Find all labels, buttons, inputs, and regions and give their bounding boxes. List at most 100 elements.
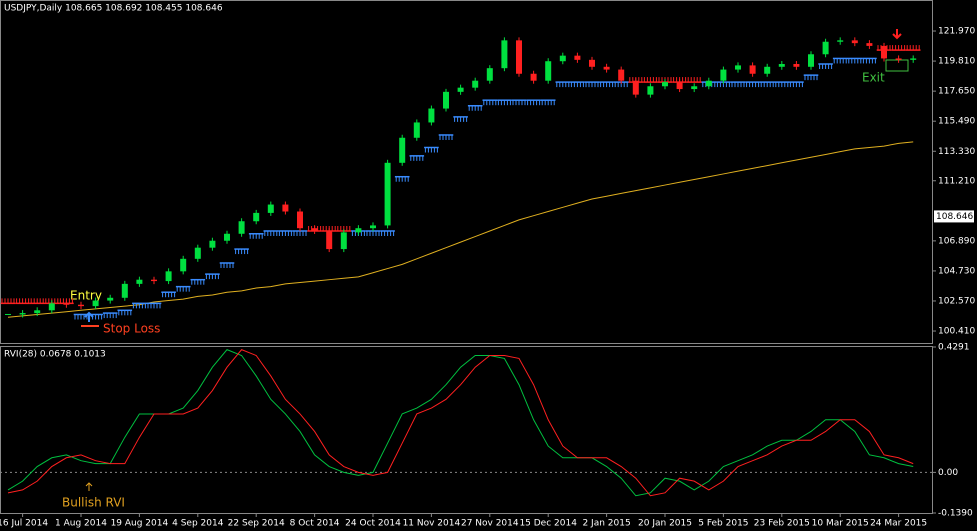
candle bbox=[501, 40, 508, 69]
y-tick-label: 0.4291 bbox=[938, 343, 970, 353]
candle bbox=[165, 271, 172, 282]
x-tick-label: 23 Feb 2015 bbox=[754, 519, 810, 529]
sell-arrow bbox=[892, 29, 902, 40]
x-tick-label: 4 Sep 2014 bbox=[172, 519, 224, 529]
header: USDJPY,Daily 108.665 108.692 108.455 108… bbox=[4, 4, 223, 14]
candle bbox=[764, 66, 771, 74]
candle bbox=[34, 310, 41, 314]
candle bbox=[121, 283, 128, 298]
candle bbox=[326, 230, 333, 250]
x-tick-label: 1 Aug 2014 bbox=[55, 519, 107, 529]
candle bbox=[457, 87, 464, 92]
x-tick-label: 15 Dec 2014 bbox=[519, 519, 577, 529]
x-tick-label: 22 Sep 2014 bbox=[228, 519, 285, 529]
y-tick-label: 104.730 bbox=[938, 266, 975, 276]
candle bbox=[647, 86, 654, 95]
candle bbox=[282, 204, 289, 212]
candle bbox=[472, 80, 479, 88]
rvi-line bbox=[7, 349, 914, 497]
x-tick-label: 10 Mar 2015 bbox=[812, 519, 869, 529]
candle bbox=[384, 162, 391, 226]
candle bbox=[516, 40, 522, 74]
candle bbox=[530, 73, 537, 81]
candle bbox=[720, 69, 727, 81]
candle bbox=[267, 204, 274, 213]
x-tick-label: 24 Mar 2015 bbox=[870, 519, 927, 529]
candle bbox=[691, 86, 698, 90]
y-tick-label: 119.810 bbox=[938, 57, 975, 67]
candle bbox=[705, 80, 712, 87]
candle bbox=[603, 66, 610, 70]
x-tick-label: 11 Nov 2014 bbox=[403, 519, 461, 529]
candle bbox=[224, 233, 230, 241]
rvi-arrow bbox=[85, 482, 93, 491]
candle bbox=[662, 82, 668, 87]
buy-arrow bbox=[84, 311, 94, 322]
candle bbox=[151, 279, 157, 282]
x-tick-label: 2 Jan 2015 bbox=[582, 519, 630, 529]
y-tick-label: 115.490 bbox=[938, 117, 975, 127]
candle bbox=[910, 58, 917, 60]
x-tick-label: 8 Oct 2014 bbox=[290, 519, 340, 529]
candle bbox=[355, 228, 362, 233]
candle bbox=[866, 43, 873, 46]
candle bbox=[778, 64, 785, 67]
candle bbox=[428, 108, 435, 123]
candle bbox=[735, 65, 741, 70]
candle bbox=[632, 80, 639, 95]
candle bbox=[136, 279, 143, 284]
x-tick-label: 20 Jan 2015 bbox=[638, 519, 692, 529]
y-tick-label: 0.00 bbox=[938, 468, 958, 478]
exit-label: Exit bbox=[862, 71, 885, 85]
candle bbox=[311, 228, 318, 231]
candle bbox=[107, 297, 114, 301]
candle bbox=[209, 240, 216, 248]
candle bbox=[749, 65, 756, 74]
candle bbox=[19, 313, 26, 315]
x-tick-label: 24 Oct 2014 bbox=[345, 519, 401, 529]
y-tick-label: 102.570 bbox=[938, 296, 975, 306]
candle bbox=[808, 54, 814, 67]
candle bbox=[589, 59, 595, 67]
price-label-box bbox=[934, 210, 974, 223]
candle bbox=[559, 55, 566, 62]
candle bbox=[63, 303, 70, 305]
rvi-title: RVI(28) 0.0678 0.1013 bbox=[4, 350, 106, 360]
y-tick-label: 100.410 bbox=[938, 327, 975, 337]
candle bbox=[253, 212, 260, 222]
candle bbox=[238, 221, 245, 234]
candle bbox=[837, 40, 844, 42]
x-tick-label: 27 Nov 2014 bbox=[461, 519, 519, 529]
candle bbox=[881, 45, 887, 59]
price-label: 108.646 bbox=[936, 212, 973, 222]
candle bbox=[194, 247, 201, 259]
candle bbox=[618, 69, 625, 81]
candle bbox=[895, 58, 902, 60]
y-tick-label: -0.1390 bbox=[938, 509, 973, 519]
candle bbox=[413, 122, 420, 138]
candle bbox=[676, 82, 683, 90]
candle bbox=[92, 300, 99, 307]
x-tick-label: 16 Jul 2014 bbox=[0, 519, 48, 529]
candle bbox=[545, 61, 552, 81]
candle bbox=[370, 225, 376, 229]
exit-box bbox=[885, 59, 909, 72]
moving-average bbox=[7, 141, 914, 318]
price-panel bbox=[0, 0, 933, 344]
candle bbox=[399, 137, 406, 163]
candle bbox=[78, 304, 84, 307]
candle bbox=[48, 303, 55, 311]
candle bbox=[297, 211, 303, 229]
y-tick-label: 117.650 bbox=[938, 87, 975, 97]
x-tick-label: 19 Aug 2014 bbox=[111, 519, 169, 529]
y-tick-label: 111.210 bbox=[938, 176, 975, 186]
candle bbox=[180, 258, 187, 272]
candle bbox=[851, 40, 858, 44]
candle bbox=[793, 64, 800, 67]
candle bbox=[822, 41, 829, 55]
stop-loss-label: Stop Loss bbox=[103, 322, 160, 336]
x-tick-label: 5 Feb 2015 bbox=[698, 519, 748, 529]
y-tick-label: 106.890 bbox=[938, 236, 975, 246]
